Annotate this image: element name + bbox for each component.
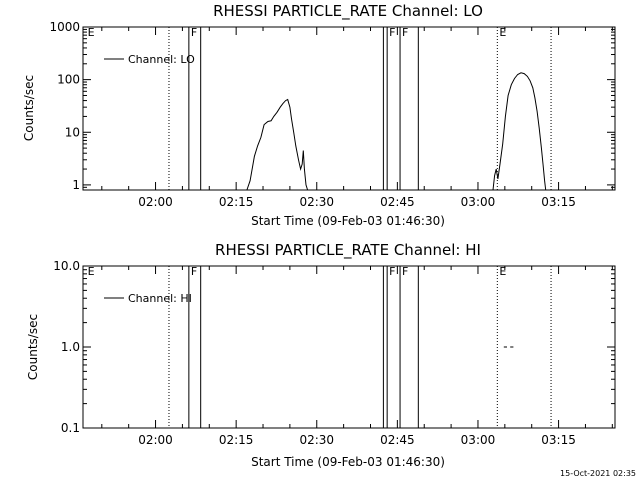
- x-tick-label: 02:00: [138, 195, 173, 209]
- x-tick-label: 03:00: [461, 433, 496, 447]
- series-layer: [246, 72, 547, 191]
- y-tick-label: 10.0: [53, 259, 80, 273]
- legend-entry: Channel: HI: [128, 292, 192, 305]
- panel-lo: RHESSI PARTICLE_RATE Channel: LO Start T…: [22, 2, 616, 228]
- footer-timestamp: 15-Oct-2021 02:35: [560, 469, 636, 478]
- legend: Channel: LO: [104, 53, 195, 66]
- x-axis-label: Start Time (09-Feb-03 01:46:30): [251, 455, 445, 469]
- annotation-label: F: [402, 26, 408, 39]
- x-tick-label: 03:00: [461, 195, 496, 209]
- series-line: [492, 72, 547, 191]
- x-tick-layer: 02:00 02:15 02:30 02:45 03:00 03:15: [101, 27, 613, 209]
- annotation-label: F: [389, 26, 395, 39]
- y-tick-layer: 0.1 1.0 10.0: [53, 259, 615, 435]
- annotation-label: F: [389, 265, 395, 278]
- annotation-label: E: [88, 26, 95, 39]
- x-tick-layer: 02:00 02:15 02:30 02:45 03:00 03:15: [101, 266, 613, 447]
- x-tick-label: 02:30: [299, 195, 334, 209]
- chart-title: RHESSI PARTICLE_RATE Channel: LO: [213, 2, 483, 21]
- annotation-label: E: [88, 265, 95, 278]
- x-tick-label: 03:15: [541, 195, 576, 209]
- y-tick-label: 0.1: [61, 421, 80, 435]
- annotation-label: F: [402, 265, 408, 278]
- x-tick-label: 02:15: [219, 195, 254, 209]
- annotation-label: E: [499, 265, 506, 278]
- panel-hi: RHESSI PARTICLE_RATE Channel: HI Start T…: [26, 241, 616, 469]
- x-tick-label: 03:15: [541, 433, 576, 447]
- x-tick-label: 02:45: [380, 433, 415, 447]
- annotation-label: E: [499, 26, 506, 39]
- y-axis-label: Counts/sec: [22, 75, 36, 141]
- x-tick-label: 02:15: [219, 433, 254, 447]
- legend: Channel: HI: [104, 292, 192, 305]
- x-tick-label: 02:00: [138, 433, 173, 447]
- y-tick-label: 10: [65, 125, 80, 139]
- x-tick-label: 02:45: [380, 195, 415, 209]
- legend-entry: Channel: LO: [128, 53, 195, 66]
- series-line: [246, 98, 309, 191]
- y-axis-label: Counts/sec: [26, 314, 40, 380]
- y-tick-layer: 1 10 100 1000: [49, 20, 615, 192]
- x-axis-label: Start Time (09-Feb-03 01:46:30): [251, 214, 445, 228]
- x-tick-label: 02:30: [299, 433, 334, 447]
- annotation-label: F: [191, 265, 197, 278]
- y-tick-label: 1000: [49, 20, 80, 34]
- y-tick-label: 1.0: [61, 340, 80, 354]
- y-tick-label: 100: [57, 73, 80, 87]
- chart-title: RHESSI PARTICLE_RATE Channel: HI: [215, 241, 481, 260]
- y-tick-label: 1: [72, 178, 80, 192]
- annotation-label: F: [191, 26, 197, 39]
- plot-frame: [82, 265, 616, 429]
- plot-frame: [82, 26, 616, 191]
